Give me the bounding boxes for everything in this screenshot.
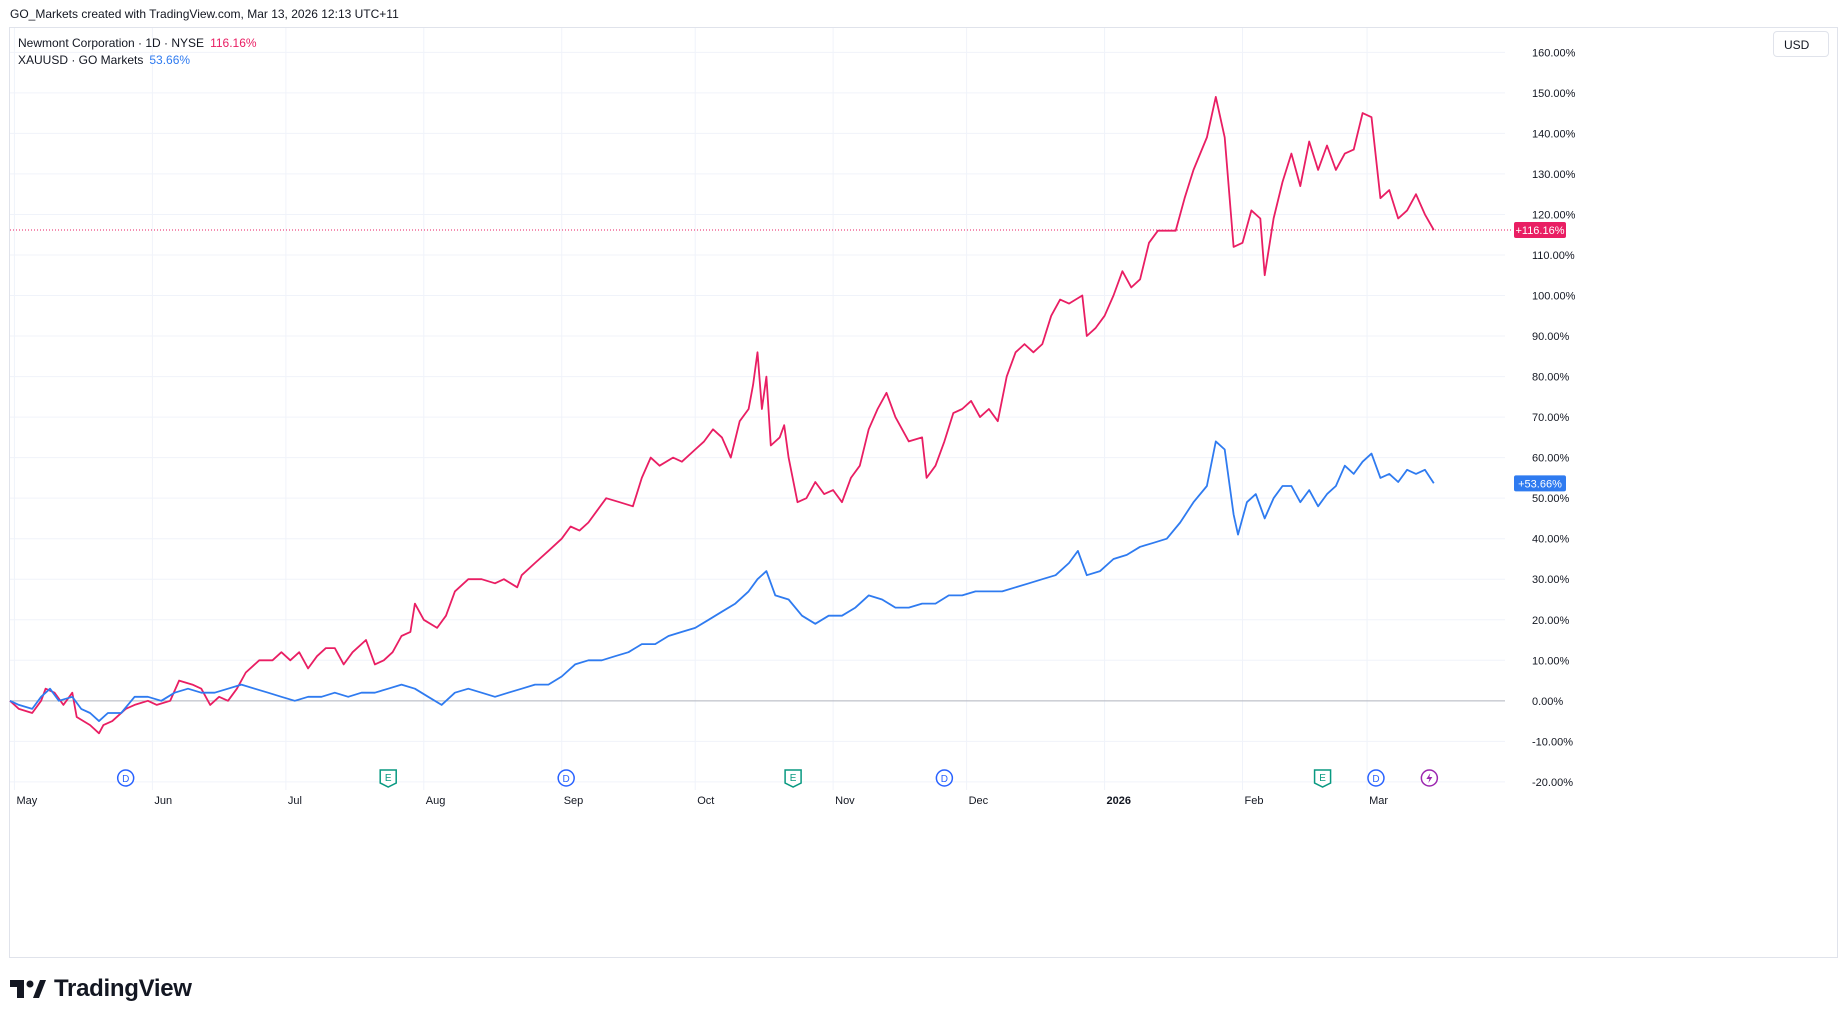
legend-series2-name: XAUUSD · GO Markets — [18, 53, 144, 67]
x-tick-label: Sep — [564, 795, 584, 807]
legend-series1-name: Newmont Corporation · 1D · NYSE — [18, 36, 205, 50]
dividend-marker — [935, 769, 954, 787]
dividend-marker-letter: D — [122, 774, 129, 785]
y-tick-label: 80.00% — [1532, 372, 1570, 384]
currency-button[interactable]: USD — [1773, 31, 1829, 57]
dividend-marker — [557, 769, 575, 787]
legend-series1-value: 116.16% — [210, 36, 257, 50]
tradingview-logo-text: TradingView — [54, 975, 192, 1002]
y-tick-label: 130.00% — [1532, 169, 1576, 181]
series-line — [9, 440, 1435, 722]
earnings-marker-letter: E — [790, 773, 797, 784]
x-tick-label: Oct — [697, 795, 714, 807]
y-tick-label: 20.00% — [1532, 615, 1570, 627]
earnings-marker — [784, 769, 802, 788]
y-tick-label: 40.00% — [1532, 534, 1570, 546]
flash-icon-bolt — [1426, 773, 1433, 783]
x-tick-label: Dec — [969, 795, 989, 807]
dividend-marker — [116, 769, 135, 787]
earnings-marker-letter: E — [1319, 773, 1326, 784]
x-tick-label: Jun — [154, 795, 172, 807]
x-tick-label: Feb — [1244, 795, 1263, 807]
chart-frame — [9, 27, 1838, 958]
y-tick-label: 160.00% — [1532, 47, 1576, 59]
last-value-badge — [1514, 222, 1566, 239]
y-tick-label: 120.00% — [1532, 209, 1576, 221]
legend-row-newmont[interactable]: Newmont Corporation · 1D · NYSE 116.16% — [18, 35, 257, 52]
earnings-marker — [1313, 769, 1332, 788]
y-tick-label: 50.00% — [1532, 493, 1570, 505]
x-tick-label: May — [16, 795, 37, 807]
earnings-marker-letter: E — [385, 773, 392, 784]
tradingview-logo-icon — [10, 980, 46, 998]
x-tick-label: Mar — [1369, 795, 1388, 807]
y-tick-label: 100.00% — [1532, 291, 1576, 303]
x-tick-label: Aug — [426, 795, 446, 807]
y-tick-label: 70.00% — [1532, 412, 1570, 424]
y-tick-label: 90.00% — [1532, 331, 1570, 343]
dividend-marker-letter: D — [563, 774, 570, 785]
y-tick-label: 60.00% — [1532, 453, 1570, 465]
last-value-badge — [1514, 475, 1566, 492]
y-tick-label: 0.00% — [1532, 696, 1563, 708]
legend-row-xauusd[interactable]: XAUUSD · GO Markets 53.66% — [18, 52, 257, 69]
chart-caption: GO_Markets created with TradingView.com,… — [10, 7, 399, 21]
earnings-marker — [379, 769, 397, 788]
dividend-marker-letter: D — [1372, 774, 1379, 785]
x-tick-label: Jul — [288, 795, 302, 807]
y-tick-label: 140.00% — [1532, 128, 1576, 140]
last-value-label: +53.66% — [1518, 478, 1562, 490]
legend-series2-value: 53.66% — [149, 53, 191, 67]
chart-legend: Newmont Corporation · 1D · NYSE 116.16% X… — [18, 35, 257, 69]
dividend-marker-letter: D — [941, 774, 948, 785]
series-line — [9, 96, 1435, 735]
y-tick-label: 30.00% — [1532, 574, 1570, 586]
tradingview-logo[interactable]: TradingView — [10, 974, 192, 1004]
x-tick-label: Nov — [835, 795, 855, 807]
dividend-marker — [1367, 769, 1385, 787]
y-tick-label: -10.00% — [1532, 736, 1573, 748]
y-tick-label: 10.00% — [1532, 655, 1570, 667]
y-tick-label: 110.00% — [1532, 250, 1575, 262]
y-tick-label: -20.00% — [1532, 777, 1573, 789]
y-tick-label: 150.00% — [1532, 88, 1576, 100]
x-tick-label: 2026 — [1107, 795, 1131, 807]
last-value-label: +116.16% — [1515, 225, 1564, 237]
